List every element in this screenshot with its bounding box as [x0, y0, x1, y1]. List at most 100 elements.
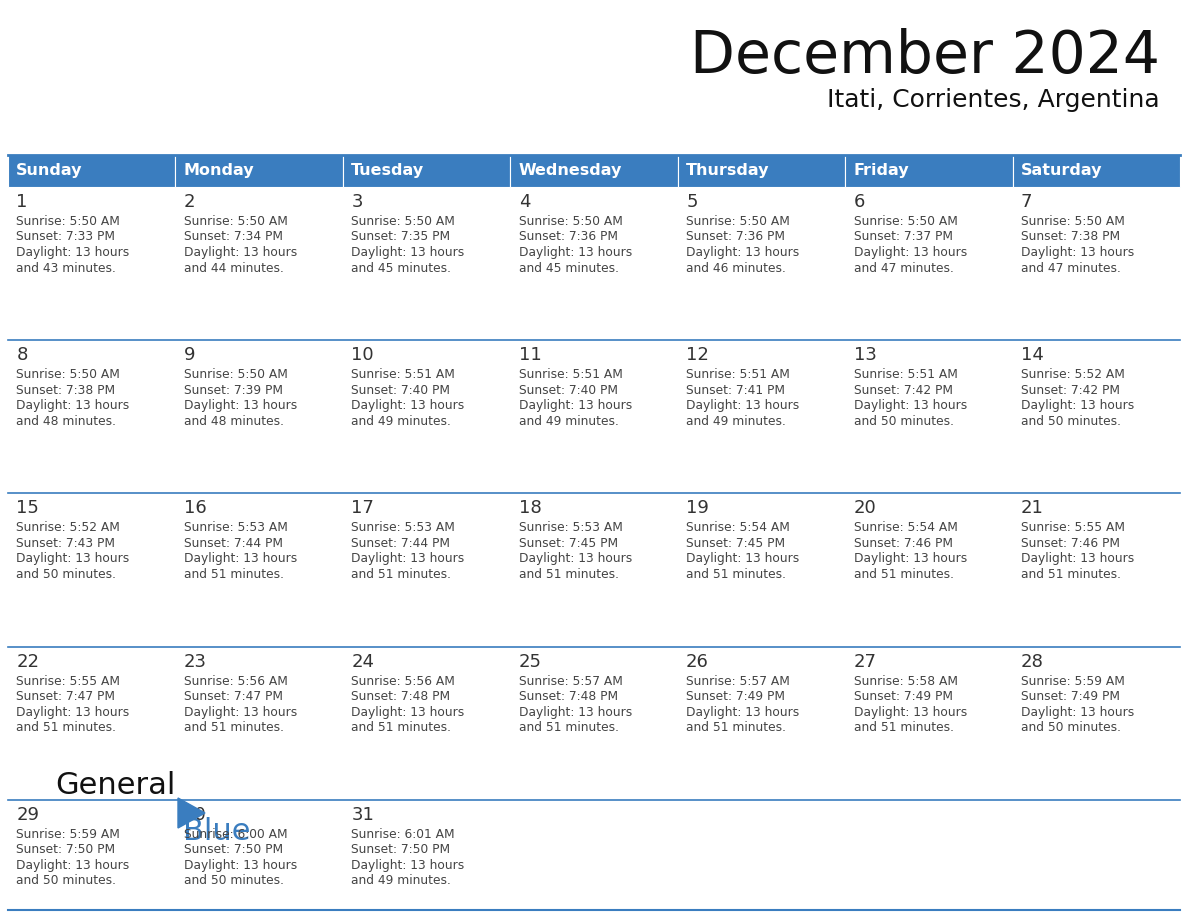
Text: 9: 9 [184, 346, 195, 364]
Text: and 46 minutes.: and 46 minutes. [687, 262, 786, 274]
Text: and 43 minutes.: and 43 minutes. [17, 262, 116, 274]
Text: and 51 minutes.: and 51 minutes. [687, 721, 786, 734]
Text: Sunrise: 5:50 AM: Sunrise: 5:50 AM [853, 215, 958, 228]
Text: Sunset: 7:43 PM: Sunset: 7:43 PM [17, 537, 115, 550]
Text: and 51 minutes.: and 51 minutes. [184, 568, 284, 581]
Text: and 49 minutes.: and 49 minutes. [352, 874, 451, 887]
Text: 11: 11 [519, 346, 542, 364]
Text: 18: 18 [519, 499, 542, 518]
Text: Sunset: 7:39 PM: Sunset: 7:39 PM [184, 384, 283, 397]
Bar [8, 493, 1180, 646]
Text: Daylight: 13 hours: Daylight: 13 hours [352, 706, 465, 719]
Text: Sunset: 7:48 PM: Sunset: 7:48 PM [519, 690, 618, 703]
Text: and 49 minutes.: and 49 minutes. [687, 415, 786, 428]
Text: Sunset: 7:36 PM: Sunset: 7:36 PM [519, 230, 618, 243]
Text: Sunset: 7:40 PM: Sunset: 7:40 PM [519, 384, 618, 397]
Text: Sunrise: 5:50 AM: Sunrise: 5:50 AM [184, 368, 287, 381]
Text: and 50 minutes.: and 50 minutes. [17, 874, 116, 887]
Text: 19: 19 [687, 499, 709, 518]
Text: Daylight: 13 hours: Daylight: 13 hours [519, 399, 632, 412]
Text: Sunrise: 5:53 AM: Sunrise: 5:53 AM [184, 521, 287, 534]
Text: Daylight: 13 hours: Daylight: 13 hours [184, 399, 297, 412]
Text: Sunset: 7:50 PM: Sunset: 7:50 PM [184, 844, 283, 856]
Bar [1012, 155, 1180, 187]
Text: Daylight: 13 hours: Daylight: 13 hours [17, 706, 129, 719]
Text: 13: 13 [853, 346, 877, 364]
Bar [8, 646, 1180, 800]
Text: Sunset: 7:41 PM: Sunset: 7:41 PM [687, 384, 785, 397]
Text: 25: 25 [519, 653, 542, 670]
Text: 16: 16 [184, 499, 207, 518]
Text: 30: 30 [184, 806, 207, 823]
Text: Daylight: 13 hours: Daylight: 13 hours [519, 706, 632, 719]
Text: Sunset: 7:48 PM: Sunset: 7:48 PM [352, 690, 450, 703]
Text: Friday: Friday [853, 163, 909, 178]
Text: Daylight: 13 hours: Daylight: 13 hours [17, 858, 129, 872]
Text: Sunrise: 5:50 AM: Sunrise: 5:50 AM [17, 368, 120, 381]
Text: and 44 minutes.: and 44 minutes. [184, 262, 284, 274]
Text: Sunrise: 5:56 AM: Sunrise: 5:56 AM [184, 675, 287, 688]
Bar [8, 341, 1180, 493]
Text: Itati, Corrientes, Argentina: Itati, Corrientes, Argentina [827, 88, 1159, 112]
Text: Daylight: 13 hours: Daylight: 13 hours [184, 706, 297, 719]
Text: 6: 6 [853, 193, 865, 211]
Text: 27: 27 [853, 653, 877, 670]
Text: Sunrise: 5:50 AM: Sunrise: 5:50 AM [184, 215, 287, 228]
Text: and 51 minutes.: and 51 minutes. [17, 721, 116, 734]
Bar [343, 155, 511, 187]
Text: Daylight: 13 hours: Daylight: 13 hours [1020, 246, 1135, 259]
Text: 14: 14 [1020, 346, 1044, 364]
Text: 28: 28 [1020, 653, 1044, 670]
Text: 2: 2 [184, 193, 195, 211]
Text: Sunrise: 5:50 AM: Sunrise: 5:50 AM [687, 215, 790, 228]
Text: and 51 minutes.: and 51 minutes. [687, 568, 786, 581]
Text: and 51 minutes.: and 51 minutes. [519, 721, 619, 734]
Text: and 51 minutes.: and 51 minutes. [853, 721, 954, 734]
Text: Daylight: 13 hours: Daylight: 13 hours [352, 246, 465, 259]
Text: Daylight: 13 hours: Daylight: 13 hours [184, 553, 297, 565]
Text: Sunrise: 5:55 AM: Sunrise: 5:55 AM [17, 675, 120, 688]
Text: Sunset: 7:45 PM: Sunset: 7:45 PM [687, 537, 785, 550]
Text: December 2024: December 2024 [690, 28, 1159, 85]
Text: and 47 minutes.: and 47 minutes. [1020, 262, 1120, 274]
Text: Sunset: 7:38 PM: Sunset: 7:38 PM [1020, 230, 1120, 243]
Text: Sunrise: 5:54 AM: Sunrise: 5:54 AM [853, 521, 958, 534]
Bar [677, 155, 845, 187]
Text: Daylight: 13 hours: Daylight: 13 hours [519, 553, 632, 565]
Text: Daylight: 13 hours: Daylight: 13 hours [853, 706, 967, 719]
Text: Sunset: 7:37 PM: Sunset: 7:37 PM [853, 230, 953, 243]
Text: and 51 minutes.: and 51 minutes. [1020, 568, 1121, 581]
Polygon shape [178, 798, 206, 828]
Text: Sunset: 7:49 PM: Sunset: 7:49 PM [853, 690, 953, 703]
Text: Sunrise: 5:50 AM: Sunrise: 5:50 AM [17, 215, 120, 228]
Text: and 50 minutes.: and 50 minutes. [184, 874, 284, 887]
Text: 21: 21 [1020, 499, 1044, 518]
Text: and 48 minutes.: and 48 minutes. [17, 415, 116, 428]
Text: Sunset: 7:46 PM: Sunset: 7:46 PM [853, 537, 953, 550]
Text: Daylight: 13 hours: Daylight: 13 hours [687, 246, 800, 259]
Text: Sunset: 7:50 PM: Sunset: 7:50 PM [17, 844, 115, 856]
Text: 17: 17 [352, 499, 374, 518]
Text: Daylight: 13 hours: Daylight: 13 hours [853, 399, 967, 412]
Text: Saturday: Saturday [1020, 163, 1102, 178]
Text: Thursday: Thursday [687, 163, 770, 178]
Text: Sunrise: 5:51 AM: Sunrise: 5:51 AM [687, 368, 790, 381]
Text: Sunrise: 6:00 AM: Sunrise: 6:00 AM [184, 828, 287, 841]
Text: Sunset: 7:33 PM: Sunset: 7:33 PM [17, 230, 115, 243]
Text: 24: 24 [352, 653, 374, 670]
Text: Daylight: 13 hours: Daylight: 13 hours [17, 553, 129, 565]
Text: Daylight: 13 hours: Daylight: 13 hours [352, 553, 465, 565]
Text: 29: 29 [17, 806, 39, 823]
Text: Sunrise: 5:50 AM: Sunrise: 5:50 AM [1020, 215, 1125, 228]
Text: 26: 26 [687, 653, 709, 670]
Text: Sunrise: 5:57 AM: Sunrise: 5:57 AM [687, 675, 790, 688]
Text: Sunrise: 5:55 AM: Sunrise: 5:55 AM [1020, 521, 1125, 534]
Text: Sunrise: 5:59 AM: Sunrise: 5:59 AM [17, 828, 120, 841]
Text: Daylight: 13 hours: Daylight: 13 hours [687, 553, 800, 565]
Text: and 50 minutes.: and 50 minutes. [1020, 415, 1121, 428]
Text: Daylight: 13 hours: Daylight: 13 hours [17, 399, 129, 412]
Text: Sunset: 7:38 PM: Sunset: 7:38 PM [17, 384, 115, 397]
Bar [845, 155, 1012, 187]
Text: Daylight: 13 hours: Daylight: 13 hours [352, 399, 465, 412]
Text: and 45 minutes.: and 45 minutes. [519, 262, 619, 274]
